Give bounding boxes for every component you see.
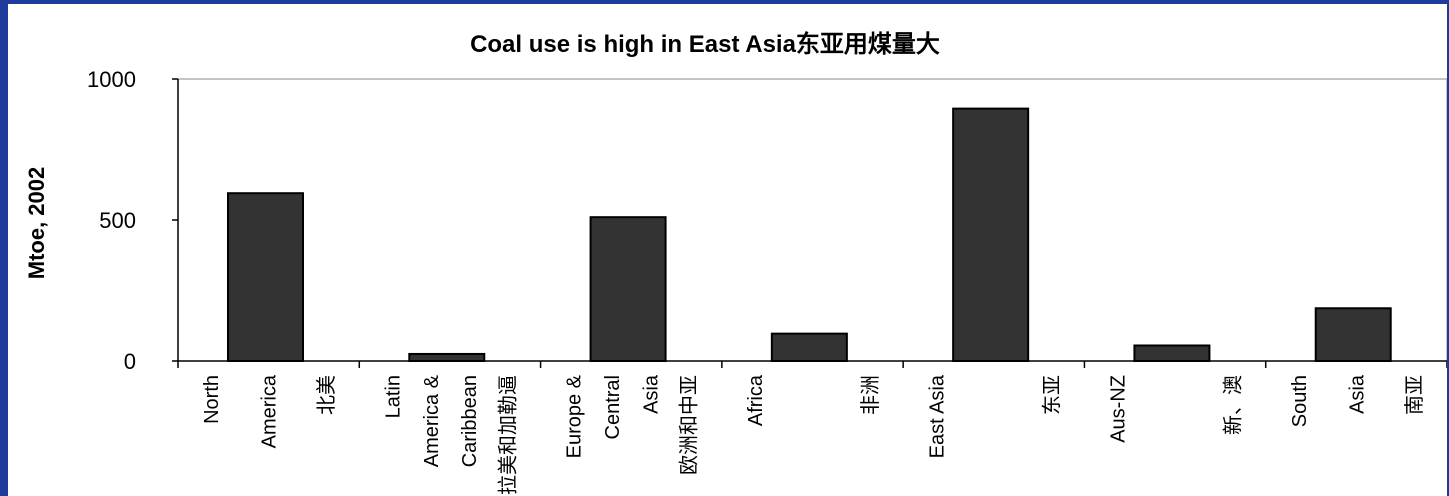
chart-panel: Coal use is high in East Asia东亚用煤量大 Mtoe… xyxy=(8,4,1447,496)
x-tick-label-line: 东亚 xyxy=(1040,375,1063,415)
x-tick-label-line: East Asia xyxy=(926,374,948,458)
x-tick-label-line: 北美 xyxy=(315,375,338,415)
x-tick-label: Latin America & Caribbean 拉美和加勒逼 xyxy=(382,374,519,495)
labels-layer: 0 500 1000 North America 北美 Latin America & Cari… xyxy=(87,67,1426,495)
x-tick-label-line: South xyxy=(1289,375,1311,427)
x-tick-label-line: Caribbean xyxy=(459,375,481,467)
axes-layer xyxy=(172,78,1447,368)
bar xyxy=(589,216,667,362)
bar xyxy=(952,107,1030,362)
x-tick-label: North America 北美 xyxy=(201,374,338,448)
x-tick-label-line: America xyxy=(259,374,281,448)
y-tick-label: 0 xyxy=(124,349,136,374)
x-tick-label-line: Latin xyxy=(382,375,404,418)
plot-area-frame xyxy=(177,78,1447,362)
x-tick-label-line: Asia xyxy=(1346,374,1368,414)
x-tick-label: East Asia 东亚 xyxy=(926,374,1063,458)
x-tick-label-line: Africa xyxy=(745,374,767,426)
x-tick-label-line: Aus-NZ xyxy=(1108,375,1130,443)
x-tick-label-line: North xyxy=(201,375,223,424)
bar xyxy=(408,352,486,363)
x-tick-label-line: Asia xyxy=(640,374,662,414)
chart-title: Coal use is high in East Asia东亚用煤量大 xyxy=(470,30,940,58)
bar xyxy=(1133,344,1211,362)
x-tick-label-line: 非洲 xyxy=(859,375,882,415)
x-tick-label-line: America & xyxy=(421,374,443,467)
x-tick-label-line: 新、澳 xyxy=(1222,375,1245,435)
bar xyxy=(227,192,304,362)
x-tick-label: Europe & Central Asia 欧洲和中亚 xyxy=(564,374,701,475)
x-tick-label: Aus-NZ 新、澳 xyxy=(1108,375,1245,443)
y-tick-label: 1000 xyxy=(87,67,136,92)
y-axis-label: Mtoe, 2002 xyxy=(24,167,49,280)
bars-layer xyxy=(227,107,1392,363)
x-tick-label-line: Europe & xyxy=(564,374,586,458)
x-tick-label: Africa 非洲 xyxy=(745,374,882,426)
x-tick-label-line: 南亚 xyxy=(1403,375,1426,415)
bar xyxy=(1314,307,1392,362)
x-tick-label-line: Central xyxy=(602,375,624,439)
bar-chart: Coal use is high in East Asia东亚用煤量大 Mtoe… xyxy=(24,30,1447,495)
y-tick-label: 500 xyxy=(99,208,136,233)
bar xyxy=(770,332,848,362)
x-tick-label-line: 欧洲和中亚 xyxy=(678,375,701,475)
x-tick-label: South Asia 南亚 xyxy=(1289,374,1426,427)
x-tick-label-line: 拉美和加勒逼 xyxy=(496,375,519,495)
